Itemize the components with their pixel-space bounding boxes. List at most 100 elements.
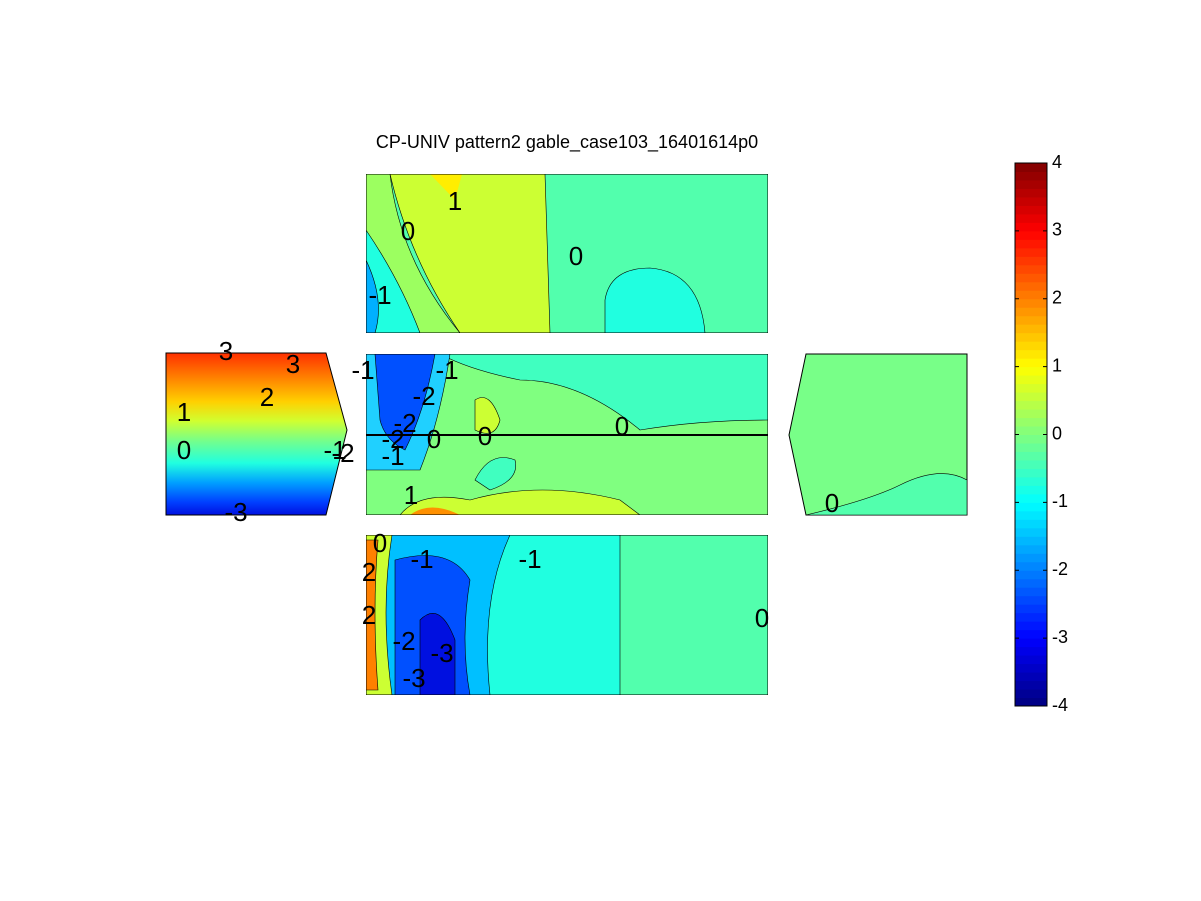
- colorbar-segment: [1015, 383, 1047, 393]
- colorbar-segment: [1015, 493, 1047, 503]
- colorbar-segment: [1015, 595, 1047, 605]
- colorbar-segment: [1015, 655, 1047, 665]
- contour-label: -1: [381, 441, 404, 471]
- contour-label: -2: [331, 438, 354, 468]
- colorbar-segment: [1015, 468, 1047, 478]
- colorbar-segment: [1015, 459, 1047, 469]
- contour-label: 0: [401, 216, 415, 246]
- colorbar-segment: [1015, 604, 1047, 614]
- colorbar-segment: [1015, 171, 1047, 181]
- colorbar-segment: [1015, 358, 1047, 368]
- colorbar-segment: [1015, 163, 1047, 172]
- colorbar-segment: [1015, 612, 1047, 622]
- colorbar-segment: [1015, 638, 1047, 648]
- colorbar-segment: [1015, 205, 1047, 215]
- contour-label: 0: [755, 603, 769, 633]
- contour-label: 1: [404, 480, 418, 510]
- colorbar-segment: [1015, 392, 1047, 402]
- contour-label: 2: [362, 557, 376, 587]
- colorbar-segment: [1015, 527, 1047, 537]
- colorbar-tick-label: 3: [1052, 220, 1062, 240]
- contour-label: 0: [478, 421, 492, 451]
- contour-label: 2: [260, 382, 274, 412]
- colorbar-segment: [1015, 230, 1047, 240]
- colorbar-segment: [1015, 570, 1047, 580]
- colorbar-segment: [1015, 561, 1047, 571]
- colorbar-segment: [1015, 188, 1047, 198]
- contour-label: 0: [615, 411, 629, 441]
- colorbar-segment: [1015, 324, 1047, 334]
- colorbar-tick-label: 2: [1052, 288, 1062, 308]
- colorbar-segment: [1015, 689, 1047, 699]
- colorbar-segment: [1015, 519, 1047, 529]
- colorbar-tick-label: 1: [1052, 355, 1062, 375]
- colorbar-segment: [1015, 621, 1047, 631]
- colorbar-segment: [1015, 196, 1047, 206]
- contour-label: 0: [177, 435, 191, 465]
- colorbar-tick-label: -4: [1052, 695, 1068, 715]
- colorbar-segment: [1015, 349, 1047, 359]
- contour-label: 1: [177, 397, 191, 427]
- contour-label: 0: [373, 528, 387, 558]
- colorbar-segment: [1015, 281, 1047, 291]
- contour-label: 2: [362, 600, 376, 630]
- contour-label: 0: [569, 241, 583, 271]
- colorbar-segment: [1015, 672, 1047, 682]
- contour-label: -2: [392, 626, 415, 656]
- contour-label: -3: [430, 638, 453, 668]
- colorbar-segment: [1015, 256, 1047, 266]
- panel-top: [366, 174, 768, 333]
- colorbar-tick-label: 4: [1052, 152, 1062, 172]
- colorbar-tick-label: -1: [1052, 491, 1068, 511]
- colorbar-segment: [1015, 273, 1047, 283]
- colorbar-segment: [1015, 298, 1047, 308]
- colorbar-segment: [1015, 578, 1047, 588]
- colorbar-segment: [1015, 400, 1047, 410]
- colorbar-segment: [1015, 646, 1047, 656]
- colorbar-segment: [1015, 239, 1047, 249]
- colorbar-segment: [1015, 375, 1047, 385]
- contour-label: -1: [368, 280, 391, 310]
- colorbar-segment: [1015, 264, 1047, 274]
- colorbar-segment: [1015, 366, 1047, 376]
- colorbar-segment: [1015, 663, 1047, 673]
- contour-label: -1: [410, 544, 433, 574]
- panel-bottom: [366, 535, 768, 695]
- contour-label: 0: [825, 488, 839, 518]
- colorbar-segment: [1015, 290, 1047, 300]
- colorbar-segment: [1015, 434, 1047, 444]
- chart-title: CP-UNIV pattern2 gable_case103_16401614p…: [376, 132, 758, 153]
- contour-label: 3: [286, 349, 300, 379]
- colorbar-segment: [1015, 510, 1047, 520]
- colorbar-segment: [1015, 307, 1047, 317]
- colorbar-segment: [1015, 629, 1047, 639]
- contour-label: -3: [224, 497, 247, 527]
- contour-label: -3: [402, 663, 425, 693]
- colorbar-segment: [1015, 426, 1047, 435]
- panel-left: [165, 352, 348, 516]
- contour-label: -1: [435, 355, 458, 385]
- contour-label: -2: [412, 381, 435, 411]
- contour-label: 1: [448, 186, 462, 216]
- colorbar-segment: [1015, 332, 1047, 342]
- contour-label: 3: [219, 336, 233, 366]
- colorbar-segment: [1015, 213, 1047, 223]
- contour-label: -2: [393, 408, 416, 438]
- colorbar-tick-label: -2: [1052, 559, 1068, 579]
- colorbar-tick-label: 0: [1052, 423, 1062, 443]
- colorbar-segment: [1015, 409, 1047, 419]
- contour-label: -1: [323, 435, 346, 465]
- colorbar-segment: [1015, 485, 1047, 495]
- contour-label: -2: [381, 424, 404, 454]
- panel-middle: [366, 354, 768, 515]
- colorbar-segment: [1015, 222, 1047, 232]
- colorbar-segment: [1015, 179, 1047, 189]
- colorbar-segment: [1015, 442, 1047, 452]
- colorbar-segment: [1015, 697, 1047, 707]
- colorbar-tick-label: -3: [1052, 627, 1068, 647]
- colorbar-segment: [1015, 476, 1047, 486]
- colorbar-segment: [1015, 553, 1047, 563]
- colorbar-segment: [1015, 341, 1047, 351]
- colorbar-segment: [1015, 315, 1047, 325]
